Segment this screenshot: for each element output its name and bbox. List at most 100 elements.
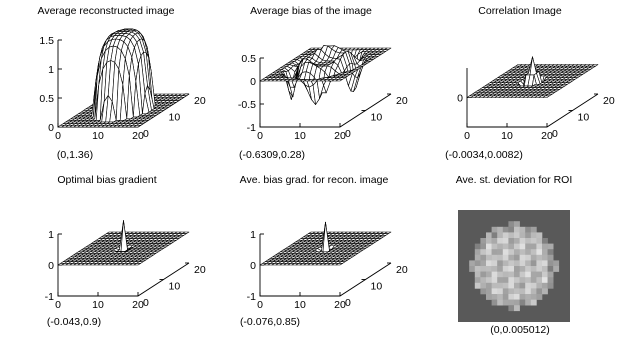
heatmap-cell xyxy=(502,232,509,239)
y-tick-label: 20 xyxy=(396,264,408,276)
z-tick-label: -1 xyxy=(45,291,54,303)
panel-title: Average reconstructed image xyxy=(38,5,175,17)
heatmap-cell xyxy=(547,266,554,272)
z-tick-label: 0 xyxy=(457,93,463,105)
heatmap-cell xyxy=(508,226,515,233)
y-tick-label: 10 xyxy=(578,112,590,124)
x-tick-label: 0 xyxy=(257,299,263,311)
heatmap-cell xyxy=(514,249,520,256)
heatmap-cell xyxy=(480,282,487,289)
heatmap-cell xyxy=(547,282,554,289)
y-tick-label: 10 xyxy=(169,112,181,124)
heatmap-cell xyxy=(536,232,543,239)
heatmap-cell xyxy=(525,238,532,244)
heatmap-cell xyxy=(486,243,492,250)
y-tick-label: 20 xyxy=(194,95,206,107)
heatmap-cell xyxy=(502,282,509,289)
heatmap-cell xyxy=(497,288,504,295)
heatmap-cell xyxy=(514,282,520,289)
value-range-label: (0,0.005012) xyxy=(490,324,550,336)
heatmap-cell xyxy=(525,282,532,289)
x-tick-label: 0 xyxy=(55,130,61,142)
heatmap-cell xyxy=(491,266,498,272)
heatmap-cell xyxy=(536,282,543,289)
heatmap-cell xyxy=(480,277,487,284)
y-tick-label: 0 xyxy=(143,128,149,140)
y-tick-label: 10 xyxy=(169,281,181,293)
heatmap-cell xyxy=(519,294,526,300)
heatmap-cell xyxy=(474,254,481,261)
heatmap-cell xyxy=(519,277,526,284)
heatmap-cell xyxy=(502,254,509,261)
heatmap-cell xyxy=(497,299,504,306)
heatmap-cell xyxy=(474,260,481,267)
heatmap-cell xyxy=(502,294,509,300)
heatmap-cell xyxy=(542,238,548,244)
heatmap-cell xyxy=(525,232,532,239)
z-tick-label: 0 xyxy=(250,76,256,88)
heatmap-cell xyxy=(486,260,492,267)
heatmap-cell xyxy=(491,238,498,244)
x-tick-label: 10 xyxy=(92,130,104,142)
heatmap-cell xyxy=(480,271,487,278)
heatmap-cell xyxy=(502,238,509,244)
mesh-cell xyxy=(335,79,343,82)
x-tick-label: 0 xyxy=(257,130,263,142)
z-tick-label: 0.5 xyxy=(241,53,256,65)
heatmap-cell xyxy=(502,249,509,256)
heatmap-cell xyxy=(486,288,492,295)
surface-mesh xyxy=(57,220,190,266)
heatmap-cell xyxy=(508,294,515,300)
heatmap-cell xyxy=(542,271,548,278)
x-tick-label: 20 xyxy=(132,299,144,311)
heatmap-cell xyxy=(542,254,548,261)
z-tick-label: -1 xyxy=(247,291,256,303)
heatmap-cell xyxy=(542,277,548,284)
heatmap-cell xyxy=(547,260,554,267)
heatmap-cell xyxy=(519,266,526,272)
heatmap-cell xyxy=(508,277,515,284)
heatmap-cell xyxy=(536,238,543,244)
panel-title: Correlation Image xyxy=(478,5,562,17)
heatmap-cell xyxy=(547,277,554,284)
heatmap-cell xyxy=(491,226,498,233)
heatmap-cell xyxy=(530,238,537,244)
heatmap-cell xyxy=(508,260,515,267)
heatmap-cell xyxy=(536,249,543,256)
panel-title: Ave. st. deviation for ROI xyxy=(456,174,573,186)
heatmap-cell xyxy=(508,238,515,244)
heatmap-cell xyxy=(497,282,504,289)
heatmap-cell xyxy=(497,260,504,267)
heatmap-cell xyxy=(497,271,504,278)
x-tick-label: 10 xyxy=(92,299,104,311)
heatmap-cell xyxy=(519,271,526,278)
heatmap-cell xyxy=(525,226,532,233)
heatmap-cell xyxy=(525,266,532,272)
heatmap-cell xyxy=(547,243,554,250)
x-tick-label: 10 xyxy=(294,130,306,142)
heatmap-cell xyxy=(474,271,481,278)
heatmap-cell xyxy=(491,249,498,256)
heatmap-cell xyxy=(519,238,526,244)
panel-ave-st-deviation-for-roi: Ave. st. deviation for ROI (0,0.005012) xyxy=(456,174,573,336)
heatmap-cell xyxy=(514,271,520,278)
heatmap-cell xyxy=(474,249,481,256)
z-tick-label: 0 xyxy=(48,260,54,272)
heatmap-cell xyxy=(502,271,509,278)
heatmap-cell xyxy=(519,249,526,256)
heatmap-cell xyxy=(530,232,537,239)
z-tick-label: -0.5 xyxy=(238,99,256,111)
heatmap-cell xyxy=(530,271,537,278)
heatmap-cell xyxy=(525,271,532,278)
value-range-label: (-0.076,0.85) xyxy=(240,316,300,328)
x-tick-label: 20 xyxy=(334,299,346,311)
heatmap-cell xyxy=(519,282,526,289)
heatmap-cell xyxy=(519,232,526,239)
heatmap-cell xyxy=(508,232,515,239)
heatmap-cell xyxy=(469,266,476,272)
panel-title: Average bias of the image xyxy=(250,5,372,17)
heatmap-cell xyxy=(497,238,504,244)
heatmap-cell xyxy=(514,254,520,261)
